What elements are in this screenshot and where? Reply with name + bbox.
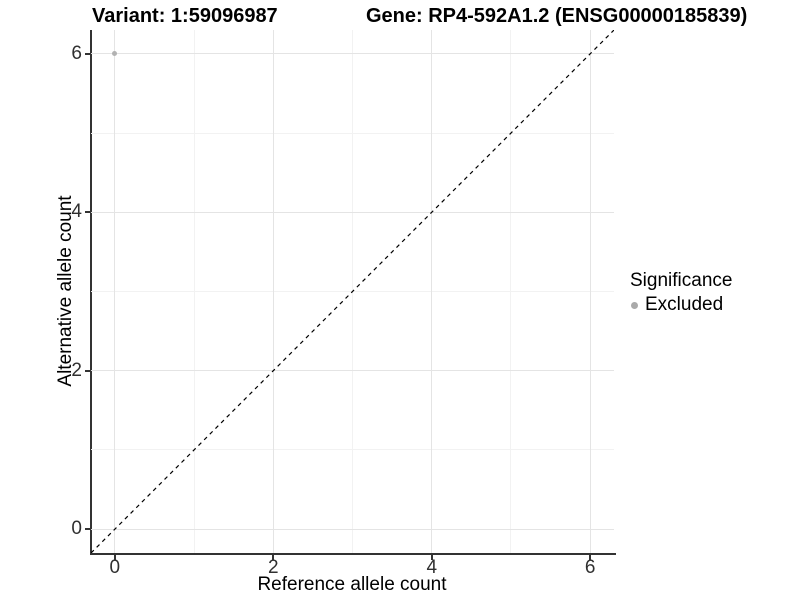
excluded-point-icon <box>631 301 638 309</box>
gridline-major-vertical <box>431 30 433 553</box>
x-tick-mark <box>589 555 592 560</box>
y-axis-title: Alternative allele count <box>55 195 76 387</box>
x-tick-mark <box>272 555 275 560</box>
identity-line <box>91 30 614 553</box>
y-tick-mark <box>85 52 90 55</box>
gridline-major-vertical <box>114 30 116 553</box>
gridline-major-horizontal <box>91 528 614 530</box>
legend-title: Significance <box>630 270 733 291</box>
y-tick-mark <box>85 369 90 372</box>
x-axis-title: Reference allele count <box>257 574 447 595</box>
gridline-minor-horizontal <box>91 449 614 451</box>
x-axis-line <box>90 553 616 555</box>
gridline-major-vertical <box>272 30 274 553</box>
gridline-major-horizontal <box>91 53 614 55</box>
x-tick-mark <box>430 555 433 560</box>
y-tick-label: 4 <box>71 201 82 223</box>
legend: Significance Excluded <box>630 270 732 316</box>
gridline-minor-horizontal <box>91 132 614 134</box>
gridline-major-vertical <box>589 30 591 553</box>
y-tick-mark <box>85 528 90 531</box>
data-point-excluded <box>112 51 118 57</box>
legend-item-label: Excluded <box>645 294 724 315</box>
y-axis-line <box>90 30 92 555</box>
gridline-major-horizontal <box>91 211 614 213</box>
y-tick-label: 6 <box>71 42 82 64</box>
x-tick-mark <box>113 555 116 560</box>
y-tick-mark <box>85 211 90 214</box>
x-tick-label: 2 <box>267 557 279 578</box>
plot-panel <box>91 30 614 553</box>
y-tick-label: 0 <box>71 518 82 540</box>
x-tick-label: 6 <box>584 557 596 578</box>
gene-title: Gene: RP4-592A1.2 (ENSG00000185839) <box>366 5 748 27</box>
gridline-major-horizontal <box>91 370 614 372</box>
variant-title: Variant: 1:59096987 <box>92 5 278 27</box>
legend-item-excluded: Excluded <box>631 294 732 316</box>
x-tick-label: 0 <box>109 557 121 578</box>
x-tick-label: 4 <box>426 557 438 578</box>
y-tick-label: 2 <box>71 359 82 381</box>
